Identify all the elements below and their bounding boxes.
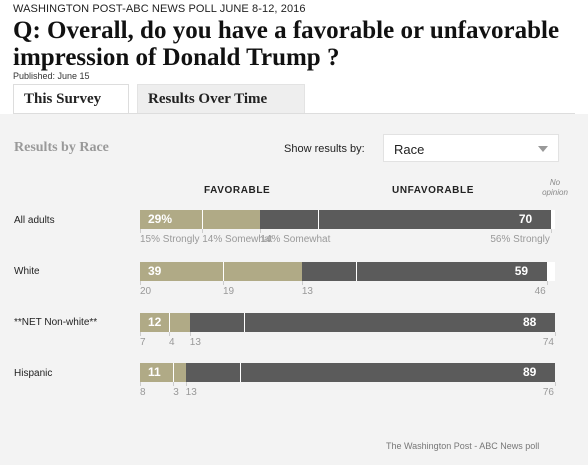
published-date: Published: June 15 <box>13 71 90 81</box>
no-opinion-bar <box>546 262 555 281</box>
somewhat-strongly-divider <box>318 210 320 229</box>
axis-tick <box>185 382 187 386</box>
favorable-bar <box>140 363 186 382</box>
strongly-somewhat-divider <box>223 262 224 281</box>
unfavorable-value: 59 <box>514 264 529 278</box>
unfavorable-value: 89 <box>523 365 537 379</box>
somewhat-strongly-divider <box>355 262 357 281</box>
unfavorable-bar <box>301 262 547 281</box>
question-headline: Q: Overall, do you have a favorable or u… <box>13 17 560 71</box>
strongly-somewhat-divider <box>202 210 204 229</box>
tab-results-over-time[interactable]: Results Over Time <box>137 84 305 114</box>
axis-tick <box>223 281 224 285</box>
axis-tick <box>550 229 552 233</box>
row-label: All adults <box>14 215 55 226</box>
row-label: White <box>14 266 40 277</box>
axis-tick <box>260 229 262 233</box>
axis-tick <box>546 281 548 285</box>
unfavorable-bar <box>260 210 551 229</box>
row-label: **NET Non-white** <box>14 317 98 328</box>
axis-tick <box>555 382 556 386</box>
breakdown-label: 13 <box>301 286 313 297</box>
breakdown-label: 7 <box>140 337 146 348</box>
poll-kicker: WASHINGTON POST-ABC NEWS POLL JUNE 8-12,… <box>13 3 306 15</box>
breakdown-label: 8 <box>140 387 146 398</box>
favorable-bar <box>140 313 190 332</box>
favorable-value: 11 <box>148 365 161 379</box>
axis-tick <box>301 281 303 285</box>
show-results-label: Show results by: <box>284 143 365 155</box>
favorable-value: 29% <box>148 212 173 226</box>
breakdown-label: 20 <box>140 286 152 297</box>
axis-tick <box>140 281 141 285</box>
breakdown-label: 4 <box>169 337 175 348</box>
breakdown-label: 14% Somewhat <box>202 234 273 245</box>
somewhat-strongly-divider <box>243 313 245 332</box>
somewhat-strongly-divider <box>239 363 241 382</box>
favorable-header: FAVORABLE <box>204 185 271 196</box>
stacked-bar: 11 89 8 3 13 76 <box>140 363 556 398</box>
stacked-bar: 29% 70 15% Strongly 14% Somewhat 14% Somewha… <box>140 210 555 245</box>
breakdown-label: 13 <box>185 387 197 398</box>
select-value: Race <box>394 142 425 157</box>
favorable-value: 12 <box>148 315 162 329</box>
breakdown-label: 46 <box>534 286 546 297</box>
breakdown-label: 14% Somewhat <box>260 234 331 245</box>
unfavorable-value: 88 <box>523 315 537 329</box>
row-label: Hispanic <box>14 368 53 379</box>
results-panel <box>0 114 588 465</box>
axis-tick <box>169 332 171 336</box>
strongly-somewhat-divider <box>169 313 171 332</box>
axis-tick <box>140 332 141 336</box>
stacked-bar: 12 88 7 4 13 74 <box>140 313 556 348</box>
axis-tick <box>555 332 556 336</box>
axis-tick <box>202 229 204 233</box>
axis-tick <box>140 382 141 386</box>
no-opinion-bar <box>550 210 555 229</box>
breakdown-label: 74 <box>542 337 554 348</box>
favorable-bar <box>140 262 302 281</box>
axis-tick <box>140 229 141 233</box>
breakdown-label: 3 <box>173 387 179 398</box>
results-title: Results by Race <box>14 140 109 155</box>
strongly-somewhat-divider <box>173 363 175 382</box>
breakdown-label: 76 <box>542 387 554 398</box>
tab-divider <box>13 113 575 114</box>
breakdown-label: 15% Strongly <box>140 234 200 245</box>
unfavorable-header: UNFAVORABLE <box>392 185 474 196</box>
breakdown-label: 13 <box>189 337 201 348</box>
stacked-bar: 39 59 20 19 13 46 <box>140 262 555 297</box>
chevron-down-icon <box>538 146 548 152</box>
unfavorable-bar <box>185 363 555 382</box>
axis-tick <box>173 382 175 386</box>
favorable-bar <box>140 210 261 229</box>
breakdown-label: 19 <box>223 286 235 297</box>
breakdown-label: 56% Strongly <box>490 234 550 245</box>
results-by-select[interactable]: Race <box>383 134 559 162</box>
source-credit: The Washington Post - ABC News poll <box>386 441 540 451</box>
unfavorable-bar <box>189 313 555 332</box>
no-opinion-header: No opinion <box>542 178 568 197</box>
favorable-value: 39 <box>148 264 162 278</box>
unfavorable-value: 70 <box>518 212 533 226</box>
axis-tick <box>189 332 191 336</box>
tab-this-survey[interactable]: This Survey <box>13 84 129 114</box>
